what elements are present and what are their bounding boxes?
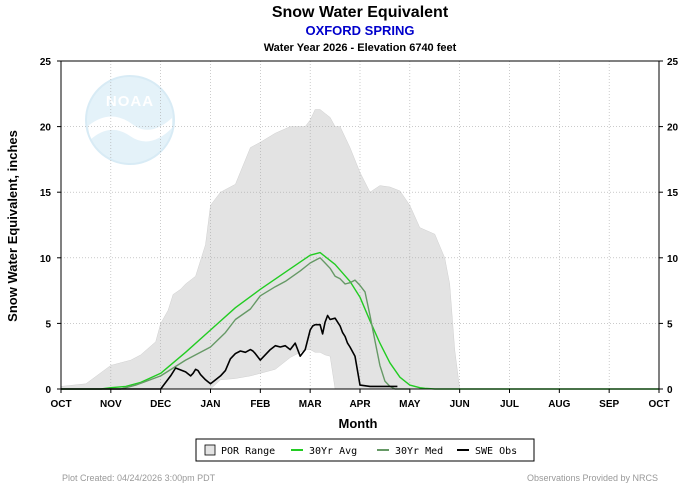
y-tick-label-right: 0 — [667, 385, 673, 396]
y-tick-label-left: 5 — [45, 319, 51, 330]
legend-item: 30Yr Med — [377, 446, 443, 457]
noaa-logo-ring — [85, 75, 175, 165]
x-tick-label: APR — [349, 399, 371, 410]
noaa-logo: NOAA — [85, 75, 175, 165]
x-tick-label: SEP — [599, 399, 619, 410]
footer-observations: Observations Provided by NRCS — [527, 473, 658, 483]
noaa-logo-disc — [86, 76, 174, 164]
legend-label: SWE Obs — [475, 446, 517, 457]
y-tick-label-right: 10 — [667, 254, 679, 265]
x-tick-label: MAY — [399, 399, 421, 410]
y-tick-label-right: 25 — [667, 57, 679, 68]
y-tick-label-left: 25 — [40, 57, 52, 68]
series-30yr-avg-line — [61, 251, 659, 390]
legend-label: POR Range — [221, 446, 275, 457]
legend: POR Range 30Yr Avg 30Yr Med SWE Obs — [195, 438, 535, 462]
legend-label: 30Yr Avg — [309, 446, 357, 457]
legend-item: 30Yr Avg — [291, 446, 357, 457]
x-axis-title: Month — [339, 416, 378, 431]
x-tick-label: JAN — [200, 399, 220, 410]
x-tick-label: JUN — [450, 399, 470, 410]
legend-box — [195, 438, 535, 462]
noaa-logo-text: NOAA — [106, 93, 154, 110]
legend-item: POR Range — [204, 444, 275, 457]
chart-title: Snow Water Equivalent — [272, 4, 449, 21]
y-tick-label-left: 0 — [45, 385, 51, 396]
x-tick-label: DEC — [150, 399, 171, 410]
noaa-logo-bird-icon — [88, 116, 172, 142]
x-tick-label: FEB — [250, 399, 270, 410]
footer-plot-created: Plot Created: 04/24/2026 3:00pm PDT — [62, 473, 216, 483]
plot-area: NOAA 0 0 5 5 10 10 15 15 20 20 25 25 OCT NOV DEC JAN FEB M… — [40, 57, 679, 410]
y-axis-title: Snow Water Equivalent, inches — [5, 130, 20, 322]
x-tick-label: AUG — [548, 399, 570, 410]
y-tick-label-right: 15 — [667, 188, 679, 199]
chart-subsubtitle: Water Year 2026 - Elevation 6740 feet — [264, 42, 457, 54]
x-tick-label: MAR — [299, 399, 323, 410]
x-tick-label: OCT — [50, 399, 71, 410]
x-tick-label: JUL — [500, 399, 519, 410]
series-swe-obs-line — [61, 314, 398, 390]
y-tick-label-left: 10 — [40, 254, 52, 265]
x-tick-label: OCT — [648, 399, 669, 410]
chart-subtitle: OXFORD SPRING — [305, 23, 414, 38]
series-30yr-med-line — [61, 257, 410, 390]
legend-label: 30Yr Med — [395, 446, 443, 457]
y-tick-label-left: 20 — [40, 123, 52, 134]
legend-item: SWE Obs — [457, 446, 517, 457]
x-tick-label: NOV — [100, 399, 122, 410]
y-tick-label-left: 15 — [40, 188, 52, 199]
y-tick-label-right: 5 — [667, 319, 673, 330]
y-tick-label-right: 20 — [667, 123, 679, 134]
legend-swatch-box — [204, 444, 216, 456]
